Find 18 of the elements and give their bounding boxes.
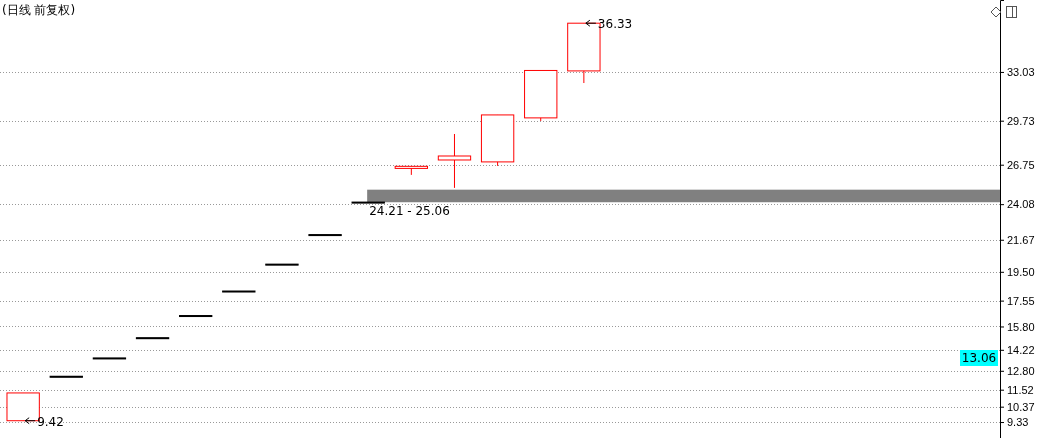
y-tick-label: 21.67 (1007, 233, 1035, 246)
y-tick-label: 14.22 (1007, 343, 1035, 356)
candlestick (437, 133, 472, 189)
y-tick-label: 17.55 (1007, 294, 1035, 307)
y-tick-label: 33.03 (1007, 65, 1035, 78)
chart-title: (日线 前复权) (2, 3, 76, 17)
y-tick-label: 24.08 (1007, 198, 1035, 211)
y-tick-label: 26.75 (1007, 158, 1035, 171)
annotation: 36.33 (597, 17, 633, 32)
y-tick-label: 15.80 (1007, 320, 1035, 333)
y-tick-label: 10.37 (1007, 400, 1035, 413)
y-tick-label: 9.33 (1007, 416, 1029, 429)
band-label: 24.21 - 25.06 (369, 204, 450, 219)
annotation: 9.42 (37, 414, 64, 429)
y-tick-label: 19.50 (1007, 265, 1035, 278)
y-tick-label: 12.80 (1007, 364, 1035, 377)
y-tick-label: 29.73 (1007, 114, 1035, 127)
y-tick-label: 11.52 (1007, 383, 1034, 396)
